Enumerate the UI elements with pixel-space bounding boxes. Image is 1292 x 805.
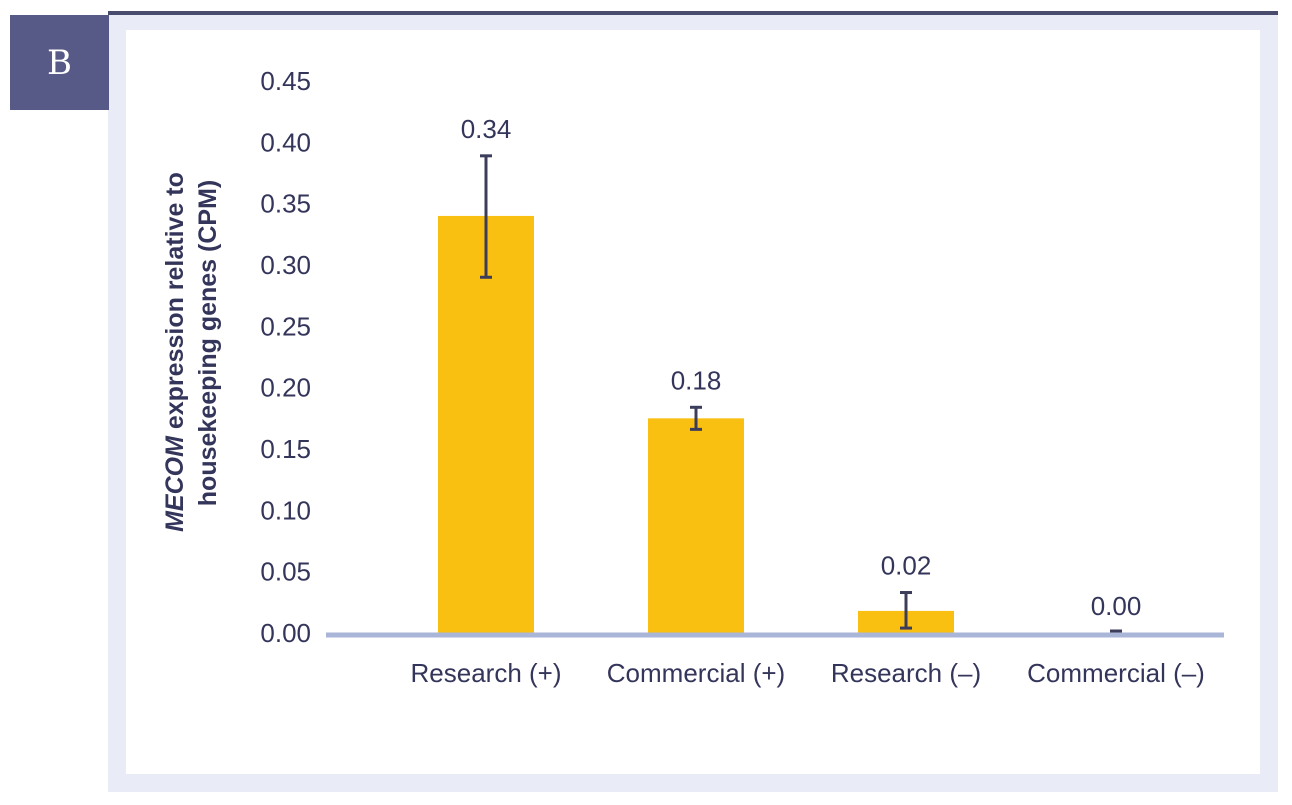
- top-rule: [108, 11, 1278, 15]
- y-tick-label: 0.15: [260, 434, 311, 464]
- y-tick-label: 0.20: [260, 373, 311, 403]
- data-label: 0.00: [1091, 591, 1142, 621]
- bar: [648, 418, 744, 633]
- x-tick-label: Commercial (+): [607, 658, 785, 688]
- y-tick-label: 0.10: [260, 495, 311, 525]
- y-tick-label: 0.45: [260, 66, 311, 96]
- y-tick-label: 0.35: [260, 189, 311, 219]
- y-tick-label: 0.30: [260, 250, 311, 280]
- y-tick-label: 0.05: [260, 557, 311, 587]
- bar: [438, 215, 534, 633]
- x-tick-label: Research (–): [831, 658, 981, 688]
- chart-panel: [126, 30, 1260, 774]
- data-label: 0.18: [671, 365, 722, 395]
- y-axis-label-italic: MECOM: [161, 435, 189, 532]
- data-label: 0.02: [881, 551, 932, 581]
- data-label: 0.34: [461, 114, 512, 144]
- panel-label-badge: B: [10, 15, 109, 110]
- y-axis-label-line2: housekeeping genes (CPM): [194, 180, 222, 506]
- y-axis-label-rest: expression relative to: [161, 172, 189, 436]
- y-tick-label: 0.40: [260, 127, 311, 157]
- y-tick-label: 0.00: [260, 618, 311, 648]
- x-tick-label: Commercial (–): [1027, 658, 1205, 688]
- x-tick-label: Research (+): [411, 658, 562, 688]
- y-axis-label: MECOM expression relative to: [161, 172, 189, 532]
- y-tick-label: 0.25: [260, 311, 311, 341]
